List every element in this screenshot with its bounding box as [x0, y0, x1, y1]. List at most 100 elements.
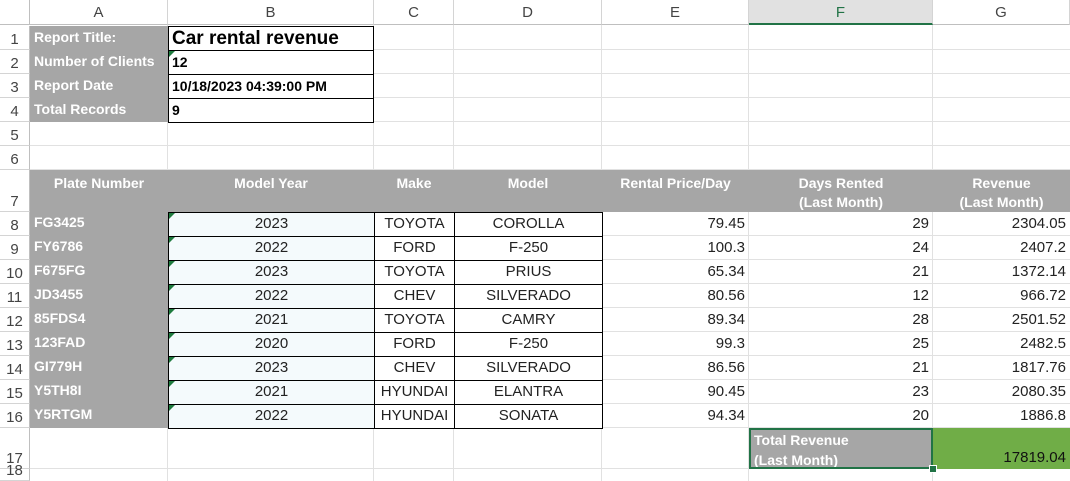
model-model-cell[interactable]: F-250: [454, 332, 603, 357]
model-model-cell[interactable]: CAMRY: [454, 308, 603, 333]
info-value-cell[interactable]: 9: [168, 98, 374, 123]
column-header-g[interactable]: G: [933, 0, 1070, 25]
plate-number-cell[interactable]: JD3455: [30, 284, 168, 308]
model-year-cell[interactable]: 2023: [168, 212, 375, 237]
revenue-cell[interactable]: 2407.2: [1020, 239, 1066, 256]
plate-number-cell[interactable]: GI779H: [30, 356, 168, 380]
model-year-cell[interactable]: 2020: [168, 332, 375, 357]
revenue-cell[interactable]: 2501.52: [1011, 311, 1066, 328]
row-header-3[interactable]: 3: [0, 74, 30, 98]
fill-handle[interactable]: [929, 465, 937, 473]
model-make-cell[interactable]: TOYOTA: [374, 260, 455, 285]
row-header-8[interactable]: 8: [0, 212, 30, 236]
days-cell[interactable]: 21: [912, 263, 929, 280]
select-all-corner[interactable]: [0, 0, 30, 25]
model-make-cell[interactable]: TOYOTA: [374, 308, 455, 333]
column-header-b[interactable]: B: [168, 0, 374, 25]
total-revenue-value[interactable]: 17819.04: [933, 428, 1070, 469]
price-cell[interactable]: 94.34: [707, 407, 745, 424]
row-header-11[interactable]: 11: [0, 284, 30, 308]
row-header-12[interactable]: 12: [0, 308, 30, 332]
days-cell[interactable]: 25: [912, 335, 929, 352]
model-model-cell[interactable]: F-250: [454, 236, 603, 261]
row-header-9[interactable]: 9: [0, 236, 30, 260]
model-year-cell[interactable]: 2022: [168, 236, 375, 261]
model-year-cell[interactable]: 2022: [168, 284, 375, 309]
info-label-cell[interactable]: Report Title:: [30, 26, 168, 50]
column-title-model[interactable]: Model: [454, 170, 602, 212]
column-title-price[interactable]: Rental Price/Day: [602, 170, 749, 212]
model-year-cell[interactable]: 2022: [168, 404, 375, 429]
column-title-days[interactable]: Days Rented (Last Month): [749, 170, 933, 212]
row-header-4[interactable]: 4: [0, 98, 30, 122]
model-year-cell[interactable]: 2021: [168, 308, 375, 333]
plate-number-cell[interactable]: FG3425: [30, 212, 168, 236]
days-cell[interactable]: 28: [912, 311, 929, 328]
revenue-cell[interactable]: 2304.05: [1011, 215, 1066, 232]
days-cell[interactable]: 20: [912, 407, 929, 424]
model-model-cell[interactable]: SILVERADO: [454, 356, 603, 381]
row-header-7[interactable]: 7: [0, 170, 30, 212]
row-header-17[interactable]: 17: [0, 428, 30, 469]
row-header-10[interactable]: 10: [0, 260, 30, 284]
model-make-cell[interactable]: HYUNDAI: [374, 380, 455, 405]
days-cell[interactable]: 12: [912, 287, 929, 304]
model-make-cell[interactable]: CHEV: [374, 284, 455, 309]
price-cell[interactable]: 99.3: [715, 335, 745, 352]
model-model-cell[interactable]: SONATA: [454, 404, 603, 429]
model-model-cell[interactable]: SILVERADO: [454, 284, 603, 309]
row-header-6[interactable]: 6: [0, 146, 30, 170]
revenue-cell[interactable]: 2080.35: [1011, 383, 1066, 400]
plate-number-cell[interactable]: FY6786: [30, 236, 168, 260]
row-header-13[interactable]: 13: [0, 332, 30, 356]
column-header-c[interactable]: C: [374, 0, 454, 25]
price-cell[interactable]: 86.56: [707, 359, 745, 376]
model-year-cell[interactable]: 2023: [168, 356, 375, 381]
info-value-cell[interactable]: Car rental revenue: [168, 26, 374, 51]
revenue-cell[interactable]: 966.72: [1020, 287, 1066, 304]
column-header-e[interactable]: E: [602, 0, 749, 25]
column-title-year[interactable]: Model Year: [168, 170, 374, 212]
days-cell[interactable]: 21: [912, 359, 929, 376]
price-cell[interactable]: 89.34: [707, 311, 745, 328]
days-cell[interactable]: 23: [912, 383, 929, 400]
row-header-2[interactable]: 2: [0, 50, 30, 74]
total-revenue-label[interactable]: Total Revenue (Last Month): [749, 428, 933, 469]
info-label-cell[interactable]: Number of Clients: [30, 50, 168, 74]
model-make-cell[interactable]: HYUNDAI: [374, 404, 455, 429]
price-cell[interactable]: 65.34: [707, 263, 745, 280]
price-cell[interactable]: 79.45: [707, 215, 745, 232]
column-header-d[interactable]: D: [454, 0, 602, 25]
column-header-f[interactable]: F: [749, 0, 933, 25]
model-make-cell[interactable]: FORD: [374, 236, 455, 261]
info-label-cell[interactable]: Total Records: [30, 98, 168, 122]
days-cell[interactable]: 24: [912, 239, 929, 256]
row-header-15[interactable]: 15: [0, 380, 30, 404]
info-value-cell[interactable]: 10/18/2023 04:39:00 PM: [168, 74, 374, 99]
row-header-14[interactable]: 14: [0, 356, 30, 380]
row-header-16[interactable]: 16: [0, 404, 30, 428]
plate-number-cell[interactable]: Y5TH8I: [30, 380, 168, 404]
revenue-cell[interactable]: 1372.14: [1011, 263, 1066, 280]
plate-number-cell[interactable]: 85FDS4: [30, 308, 168, 332]
model-model-cell[interactable]: ELANTRA: [454, 380, 603, 405]
revenue-cell[interactable]: 1817.76: [1011, 359, 1066, 376]
info-value-cell[interactable]: 12: [168, 50, 374, 75]
row-header-18[interactable]: 18: [0, 462, 30, 481]
model-year-cell[interactable]: 2023: [168, 260, 375, 285]
model-model-cell[interactable]: PRIUS: [454, 260, 603, 285]
model-make-cell[interactable]: TOYOTA: [374, 212, 455, 237]
price-cell[interactable]: 80.56: [707, 287, 745, 304]
revenue-cell[interactable]: 1886.8: [1020, 407, 1066, 424]
plate-number-cell[interactable]: F675FG: [30, 260, 168, 284]
model-year-cell[interactable]: 2021: [168, 380, 375, 405]
column-title-plate[interactable]: Plate Number: [30, 170, 168, 212]
days-cell[interactable]: 29: [912, 215, 929, 232]
model-model-cell[interactable]: COROLLA: [454, 212, 603, 237]
price-cell[interactable]: 90.45: [707, 383, 745, 400]
column-title-rev[interactable]: Revenue (Last Month): [933, 170, 1070, 212]
revenue-cell[interactable]: 2482.5: [1020, 335, 1066, 352]
column-header-a[interactable]: A: [30, 0, 168, 25]
price-cell[interactable]: 100.3: [707, 239, 745, 256]
